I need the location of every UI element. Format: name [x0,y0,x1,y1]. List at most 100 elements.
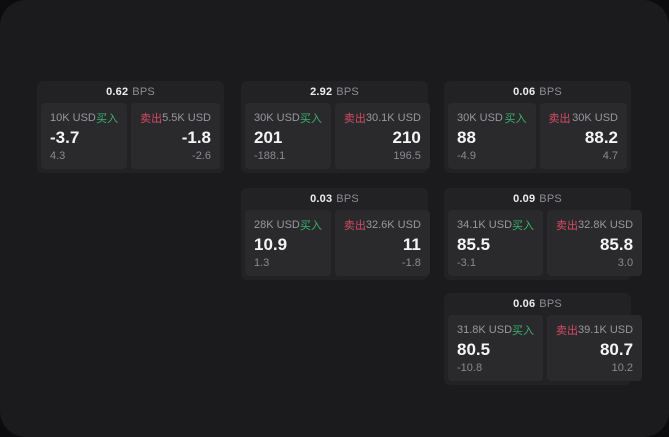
sell-tile[interactable]: 卖出 30K USD 88.2 4.7 [539,103,627,169]
notional-size: 31.8K USD [457,324,513,336]
buy-tile-top: 30K USD 买入 [457,110,527,126]
buy-tile-top: 30K USD 买入 [254,110,322,126]
delta-value: -4.9 [457,150,476,162]
notional-size: 30K USD [457,112,503,124]
notional-size: 30K USD [572,112,618,124]
notional-size: 30.1K USD [365,112,421,124]
sell-side-label: 卖出 [556,220,579,232]
quote-value: 88 [457,128,476,147]
sell-side-label: 卖出 [556,325,579,337]
sell-side-label: 卖出 [343,220,366,232]
buy-tile-top: 31.8K USD 买入 [457,322,534,338]
bps-unit-label: BPS [336,193,359,205]
buy-tile-top: 10K USD 买入 [50,110,118,126]
bps-unit-label: BPS [539,193,562,205]
quote-card-body: 34.1K USD 买入 85.5 -3.1 卖出 32.8K USD 85.8… [444,210,643,276]
delta-value: 196.5 [393,150,421,162]
buy-side-label: 买入 [299,113,322,125]
delta-value: 4.7 [602,150,618,162]
sell-side-label: 卖出 [343,113,366,125]
sell-tile-top: 卖出 5.5K USD [140,110,211,126]
quote-value: 11 [402,235,421,254]
bps-unit-label: BPS [539,298,562,310]
sell-tile-top: 卖出 30.1K USD [344,110,421,126]
bps-header: 0.06 BPS [444,81,631,103]
sell-tile[interactable]: 卖出 32.6K USD 11 -1.8 [334,210,430,276]
quote-value: 201 [254,128,283,147]
sell-tile[interactable]: 卖出 5.5K USD -1.8 -2.6 [131,103,220,169]
quote-card: 0.62 BPS 10K USD 买入 -3.7 4.3 卖出 5.5K USD… [37,81,224,173]
quote-card: 0.03 BPS 28K USD 买入 10.9 1.3 卖出 32.6K US… [241,188,430,280]
sell-tile[interactable]: 卖出 39.1K USD 80.7 10.2 [547,315,643,381]
buy-side-label: 买入 [504,113,527,125]
buy-tile[interactable]: 10K USD 买入 -3.7 4.3 [41,103,128,169]
quote-value: 80.5 [457,340,491,359]
sell-tile-top: 卖出 32.6K USD [344,217,421,233]
delta-value: -10.8 [457,362,483,374]
notional-size: 28K USD [254,219,300,231]
sell-side-label: 卖出 [548,113,571,125]
bps-unit-label: BPS [132,86,155,98]
bps-unit-label: BPS [336,86,359,98]
quote-value: 210 [392,128,421,147]
sell-tile-top: 卖出 32.8K USD [556,217,633,233]
bps-value: 0.09 [513,193,536,205]
quote-value: 80.7 [599,340,634,359]
bps-unit-label: BPS [539,86,562,98]
delta-value: -188.1 [254,150,286,162]
sell-tile-top: 卖出 39.1K USD [556,322,633,338]
buy-tile[interactable]: 28K USD 买入 10.9 1.3 [245,210,331,276]
bps-value: 0.06 [513,86,536,98]
buy-tile-top: 28K USD 买入 [254,217,322,233]
quote-card: 0.06 BPS 30K USD 买入 88 -4.9 卖出 30K USD 8… [444,81,631,173]
quote-card-body: 10K USD 买入 -3.7 4.3 卖出 5.5K USD -1.8 -2.… [37,103,224,169]
quote-value: 10.9 [254,235,288,254]
notional-size: 39.1K USD [578,324,634,336]
notional-size: 32.8K USD [578,219,634,231]
quote-value: -1.8 [181,128,211,147]
quote-card: 2.92 BPS 30K USD 买入 201 -188.1 卖出 30.1K … [241,81,430,173]
quote-card-body: 30K USD 买入 201 -188.1 卖出 30.1K USD 210 1… [241,103,430,169]
buy-side-label: 买入 [96,113,119,125]
quote-value: 85.5 [457,235,491,254]
bps-value: 0.03 [310,193,333,205]
quote-card: 0.09 BPS 34.1K USD 买入 85.5 -3.1 卖出 32.8K… [444,188,643,280]
bps-header: 0.03 BPS [241,188,428,210]
buy-side-label: 买入 [512,220,535,232]
notional-size: 32.6K USD [365,219,421,231]
buy-side-label: 买入 [512,325,535,337]
delta-value: 4.3 [50,150,66,162]
delta-value: 1.3 [254,257,270,269]
buy-tile[interactable]: 30K USD 买入 88 -4.9 [448,103,536,169]
buy-tile[interactable]: 31.8K USD 买入 80.5 -10.8 [448,315,544,381]
quote-value: -3.7 [50,128,80,147]
delta-value: -3.1 [457,257,476,269]
bps-header: 0.09 BPS [444,188,631,210]
quote-card-body: 31.8K USD 买入 80.5 -10.8 卖出 39.1K USD 80.… [444,315,643,381]
delta-value: -2.6 [192,150,211,162]
buy-side-label: 买入 [299,220,322,232]
notional-size: 5.5K USD [162,112,211,124]
buy-tile[interactable]: 30K USD 买入 201 -188.1 [245,103,331,169]
bps-value: 0.62 [106,86,129,98]
delta-value: -1.8 [401,257,421,269]
quote-value: 88.2 [584,128,618,147]
quote-card-body: 30K USD 买入 88 -4.9 卖出 30K USD 88.2 4.7 [444,103,631,169]
bps-value: 2.92 [310,86,333,98]
quote-value: 85.8 [599,235,634,254]
quote-card: 0.06 BPS 31.8K USD 买入 80.5 -10.8 卖出 39.1… [444,293,643,385]
delta-value: 3.0 [617,257,634,269]
sell-tile[interactable]: 卖出 30.1K USD 210 196.5 [334,103,430,169]
bps-header: 0.62 BPS [37,81,224,103]
notional-size: 30K USD [254,112,300,124]
bps-header: 2.92 BPS [241,81,428,103]
bps-value: 0.06 [513,298,536,310]
buy-tile-top: 34.1K USD 买入 [457,217,534,233]
notional-size: 10K USD [50,112,96,124]
notional-size: 34.1K USD [457,219,513,231]
delta-value: 10.2 [611,362,634,374]
buy-tile[interactable]: 34.1K USD 买入 85.5 -3.1 [448,210,544,276]
sell-tile-top: 卖出 30K USD [549,110,619,126]
sell-tile[interactable]: 卖出 32.8K USD 85.8 3.0 [547,210,643,276]
